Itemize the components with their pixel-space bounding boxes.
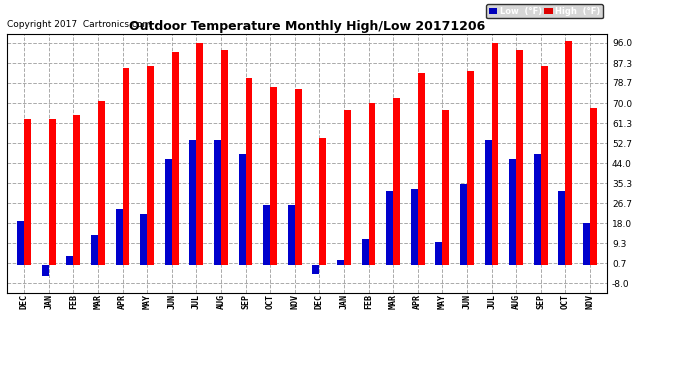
Bar xyxy=(411,189,417,265)
Bar xyxy=(558,191,565,265)
Text: Copyright 2017  Cartronics.com: Copyright 2017 Cartronics.com xyxy=(7,20,151,28)
Bar xyxy=(116,209,123,265)
Bar xyxy=(288,205,295,265)
Bar xyxy=(190,140,197,265)
Title: Outdoor Temperature Monthly High/Low 20171206: Outdoor Temperature Monthly High/Low 201… xyxy=(129,20,485,33)
Bar xyxy=(491,43,498,265)
Bar xyxy=(417,73,424,265)
Bar xyxy=(264,205,270,265)
Bar xyxy=(295,89,302,265)
Bar xyxy=(42,265,49,276)
Bar xyxy=(509,159,516,265)
Bar xyxy=(49,119,56,265)
Bar xyxy=(484,140,491,265)
Bar xyxy=(565,40,572,265)
Bar xyxy=(386,191,393,265)
Bar xyxy=(239,154,246,265)
Bar xyxy=(147,66,154,265)
Bar xyxy=(123,68,130,265)
Bar xyxy=(460,184,467,265)
Bar xyxy=(214,140,221,265)
Bar xyxy=(140,214,147,265)
Bar xyxy=(442,110,449,265)
Bar xyxy=(270,87,277,265)
Bar xyxy=(66,255,73,265)
Bar xyxy=(467,71,474,265)
Bar xyxy=(172,52,179,265)
Bar xyxy=(344,110,351,265)
Bar xyxy=(534,154,541,265)
Bar xyxy=(319,138,326,265)
Bar xyxy=(337,260,344,265)
Bar xyxy=(590,108,597,265)
Bar xyxy=(221,50,228,265)
Bar xyxy=(313,265,319,274)
Bar xyxy=(435,242,442,265)
Bar xyxy=(393,99,400,265)
Bar xyxy=(197,43,204,265)
Bar xyxy=(165,159,172,265)
Bar xyxy=(368,103,375,265)
Legend: Low  (°F), High  (°F): Low (°F), High (°F) xyxy=(486,4,603,18)
Bar xyxy=(98,101,105,265)
Bar xyxy=(246,78,253,265)
Bar xyxy=(17,221,24,265)
Bar xyxy=(583,223,590,265)
Bar xyxy=(91,235,98,265)
Bar xyxy=(362,239,368,265)
Bar xyxy=(541,66,548,265)
Bar xyxy=(24,119,31,265)
Bar xyxy=(73,115,80,265)
Bar xyxy=(516,50,523,265)
